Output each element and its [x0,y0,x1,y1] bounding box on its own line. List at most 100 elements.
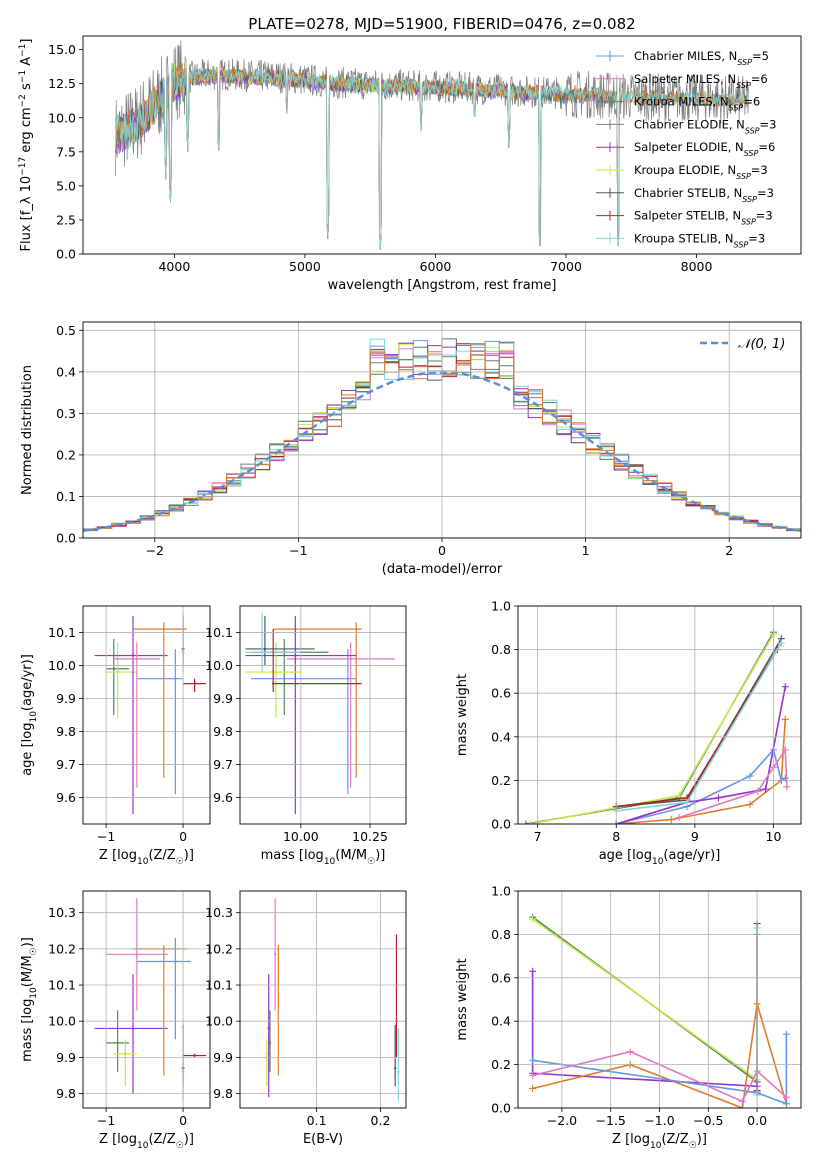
legend: Chabrier MILES, NSSP=5 Salpeter MILES, NS… [596,49,776,249]
x-tick-label: 10.00 [283,829,319,844]
chart-residuals: −2 −1 0 1 2 0.0 0.1 0.2 0.3 0.4 0.5 (data-model)/er… [20,321,802,577]
plus-marker [529,1084,537,1092]
y-tick-label: 1.0 [491,884,511,899]
axes-frame [517,605,802,825]
y-tick-label: 0.2 [491,773,511,788]
data-point [174,960,177,963]
plus-marker [746,800,754,808]
x-tick-label: −1 [97,1113,115,1128]
data-point [174,677,177,680]
series-line [532,1003,788,1108]
plus-marker [683,798,691,806]
x-axis-label: age [log10(age/yr)] [599,848,721,867]
legend-label: Kroupa ELODIE, NSSP=3 [634,163,768,181]
data-point [268,1041,272,1045]
y-tick-label: 0.8 [491,927,511,942]
legend-label: Chabrier ELODIE, NSSP=3 [634,117,776,135]
axes-frame [82,605,211,825]
x-tick-label: 7 [534,829,542,844]
data-point [294,654,297,657]
chart-spectrum: 4000 5000 6000 7000 8000 0.0 2.5 5.0 7.5 10.0 12.5… [18,15,802,293]
data-point [135,953,139,956]
y-tick-label: 7.5 [56,144,76,159]
y-tick-label: 0.0 [56,247,76,262]
chart-Z_age: −1 0 9.6 9.7 9.8 9.9 10.0 10.1 Z [log10(Z/Z☉)] ag… [20,605,211,867]
plus-marker [529,1071,537,1079]
plus-marker [746,772,754,780]
plus-marker [754,787,762,795]
x-axis-label: Z [log10(Z/Z☉)] [612,1132,707,1151]
y-tick-label: 9.6 [213,790,233,805]
legend-label: Salpeter ELODIE, NSSP=6 [634,140,775,158]
x-tick-label: 6000 [420,259,452,274]
x-tick-label: 5000 [289,259,321,274]
plus-marker [782,1030,790,1038]
legend-label: Kroupa STELIB, NSSP=3 [634,231,765,249]
x-tick-label: 0.2 [371,1113,391,1128]
x-tick-label: 1 [582,543,590,558]
y-tick-label: 9.9 [56,691,76,706]
data-point [263,647,267,651]
y-tick-label: 1.0 [491,599,511,614]
data-point [124,1052,127,1055]
data-point [267,1027,270,1030]
plot-area [94,612,207,815]
plus-marker [781,683,789,691]
plus-marker [781,715,789,723]
x-tick-label: −1.5 [596,1113,626,1128]
data-point [397,1070,400,1074]
plus-marker [529,1056,537,1064]
axes-frame [517,890,802,1109]
plus-marker [783,783,791,791]
series-line [616,642,782,812]
data-point [131,1027,135,1030]
y-tick-label: 10.2 [205,941,233,956]
plot-area [115,40,749,250]
y-tick-label: 9.9 [213,1050,233,1065]
y-tick-label: 10.3 [205,905,233,920]
x-tick-label: 4000 [158,259,190,274]
axes-frame [82,35,802,255]
series-line [529,633,775,824]
y-tick-label: 12.5 [48,76,76,91]
x-tick-label: 8000 [681,259,713,274]
x-tick-label: −1.0 [644,1113,674,1128]
y-tick-label: 0.4 [56,364,76,379]
legend-label: Chabrier STELIB, NSSP=3 [634,186,774,204]
data-point [346,677,350,680]
x-tick-label: −2 [146,543,164,558]
y-tick-label: 9.8 [213,1086,233,1101]
plus-marker [714,794,722,802]
x-tick-label: 0 [179,1113,187,1128]
x-axis-label: mass [log10(M/M☉)] [261,848,386,867]
data-point [355,627,358,631]
y-axis-label: mass weight [455,674,470,756]
plus-marker [738,1104,746,1108]
y-axis-label: age [log10(age/yr)] [20,654,39,776]
x-tick-label: −0.5 [693,1113,723,1128]
x-tick-label: 7000 [550,259,582,274]
y-tick-label: 0.2 [491,1057,511,1072]
plot-area [94,898,207,1101]
data-point [112,667,115,670]
y-tick-label: 0.4 [491,1014,511,1029]
y-axis-label: mass [log10(M/M☉)] [20,937,39,1062]
y-tick-label: 0.8 [491,642,511,657]
y-tick-label: 10.0 [205,1014,233,1029]
data-point [273,953,277,956]
y-tick-label: 10.0 [48,658,76,673]
y-tick-label: 0.0 [491,1101,511,1116]
series-line [532,918,758,1081]
data-point [135,657,139,661]
x-axis-label: Z [log10(Z/Z☉)] [99,848,194,867]
axes-frame [239,605,407,825]
series-line [616,649,779,808]
y-tick-label: 9.8 [56,724,76,739]
y-tick-label: 0.4 [491,729,511,744]
chart-Z_mass: −1 0 9.8 9.9 10.0 10.1 10.2 10.3 Z [log10(Z/Z☉)]… [20,890,211,1151]
x-axis-label: E(B-V) [303,1132,343,1147]
plus-marker [762,785,770,793]
y-tick-label: 15.0 [48,42,76,57]
data-point [393,1067,397,1070]
